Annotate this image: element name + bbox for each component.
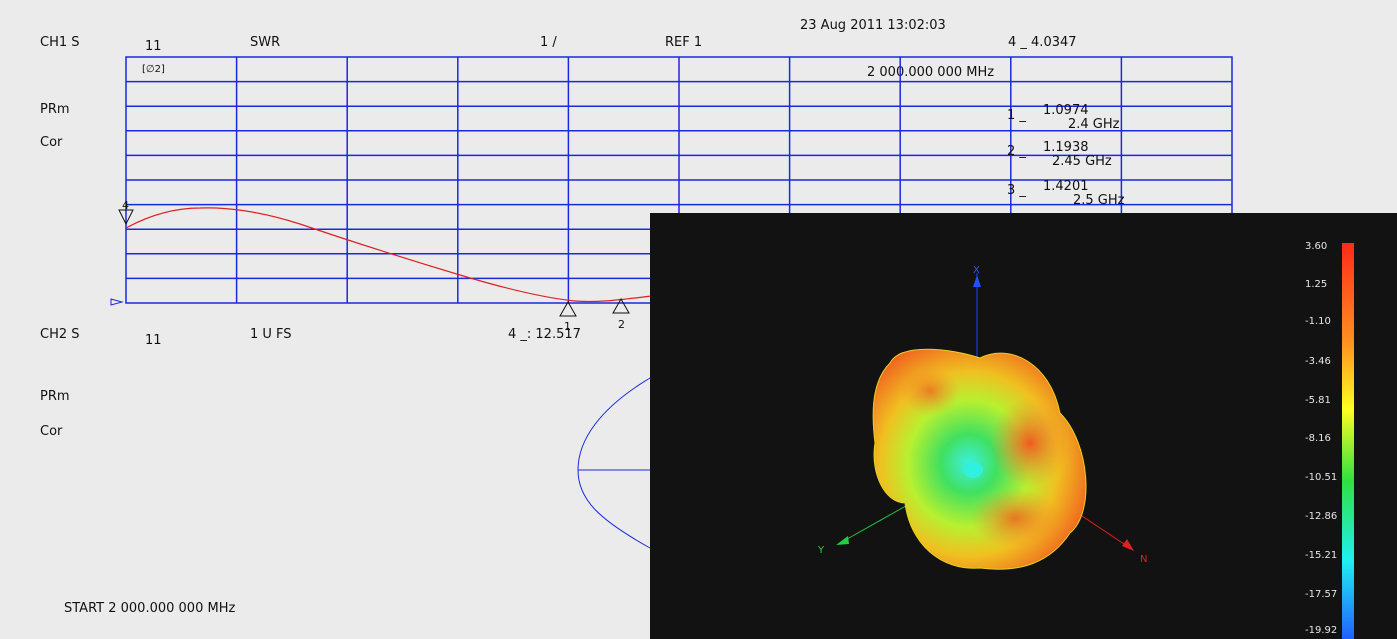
colorbar-tick: -12.86	[1305, 511, 1337, 522]
colorbar-tick: -5.81	[1305, 395, 1331, 406]
colorbar-tick: -8.16	[1305, 433, 1331, 444]
n-axis-label: N	[1140, 554, 1147, 565]
marker-3-value: 1.4201	[1043, 180, 1089, 194]
marker-2-triangle	[613, 299, 629, 313]
colorbar-tick: -3.46	[1305, 356, 1331, 367]
colorbar-tick: -19.92	[1305, 625, 1337, 636]
ch2-status-prm: PRm	[40, 390, 70, 404]
colorbar-tick: -10.51	[1305, 472, 1337, 483]
ref-pointer-icon	[111, 299, 122, 305]
y-axis-arrow-icon	[836, 536, 849, 545]
smith-chart-arc	[578, 378, 650, 548]
marker-2-id: 2 _	[1007, 145, 1026, 159]
colorbar-tick: -17.57	[1305, 589, 1337, 600]
ch2-status-cor: Cor	[40, 425, 62, 439]
colorbar-tick: 3.60	[1305, 241, 1327, 252]
ch2-param: 11	[145, 334, 162, 348]
marker-3-id: 3 _	[1007, 184, 1026, 198]
colorbar-tick: -1.10	[1305, 316, 1331, 327]
y-axis-label: Y	[817, 545, 825, 556]
colorbar	[1342, 243, 1354, 639]
z-axis-label: X	[973, 265, 980, 276]
marker-1-value: 1.0974	[1043, 104, 1089, 118]
swr-trace	[126, 208, 652, 302]
marker-2-freq: 2.45 GHz	[1052, 155, 1112, 169]
marker-4-label: 4	[122, 199, 129, 212]
marker-1-freq: 2.4 GHz	[1068, 118, 1119, 132]
marker-2-value: 1.1938	[1043, 141, 1089, 155]
ch2-marker-readout: 4 _: 12.517	[508, 328, 581, 342]
ch2-label: CH2 S	[40, 328, 80, 342]
z-axis-arrow-icon	[973, 275, 981, 287]
marker-1-id: 1 _	[1007, 109, 1026, 123]
ch2-format: 1 U FS	[250, 328, 292, 342]
radiation-pattern-plot: X Y N	[650, 213, 1397, 639]
marker-3-freq: 2.5 GHz	[1073, 194, 1124, 208]
marker-1-triangle	[560, 302, 576, 316]
colorbar-tick: -15.21	[1305, 550, 1337, 561]
start-frequency: START 2 000.000 000 MHz	[64, 602, 235, 616]
n-axis-arrow-icon	[1122, 539, 1134, 551]
marker-2-label: 2	[618, 318, 625, 331]
radiation-pattern-panel: X Y N 3.60 1.25 -1.10 -3.46 -5.81 -8.16 …	[650, 213, 1397, 639]
colorbar-tick: 1.25	[1305, 279, 1327, 290]
